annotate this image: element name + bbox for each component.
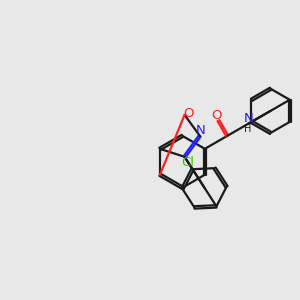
Text: N: N [196,124,206,137]
Text: O: O [183,107,194,120]
Text: Cl: Cl [182,156,195,169]
Text: O: O [212,109,222,122]
Text: H: H [244,124,252,134]
Text: N: N [243,112,253,125]
